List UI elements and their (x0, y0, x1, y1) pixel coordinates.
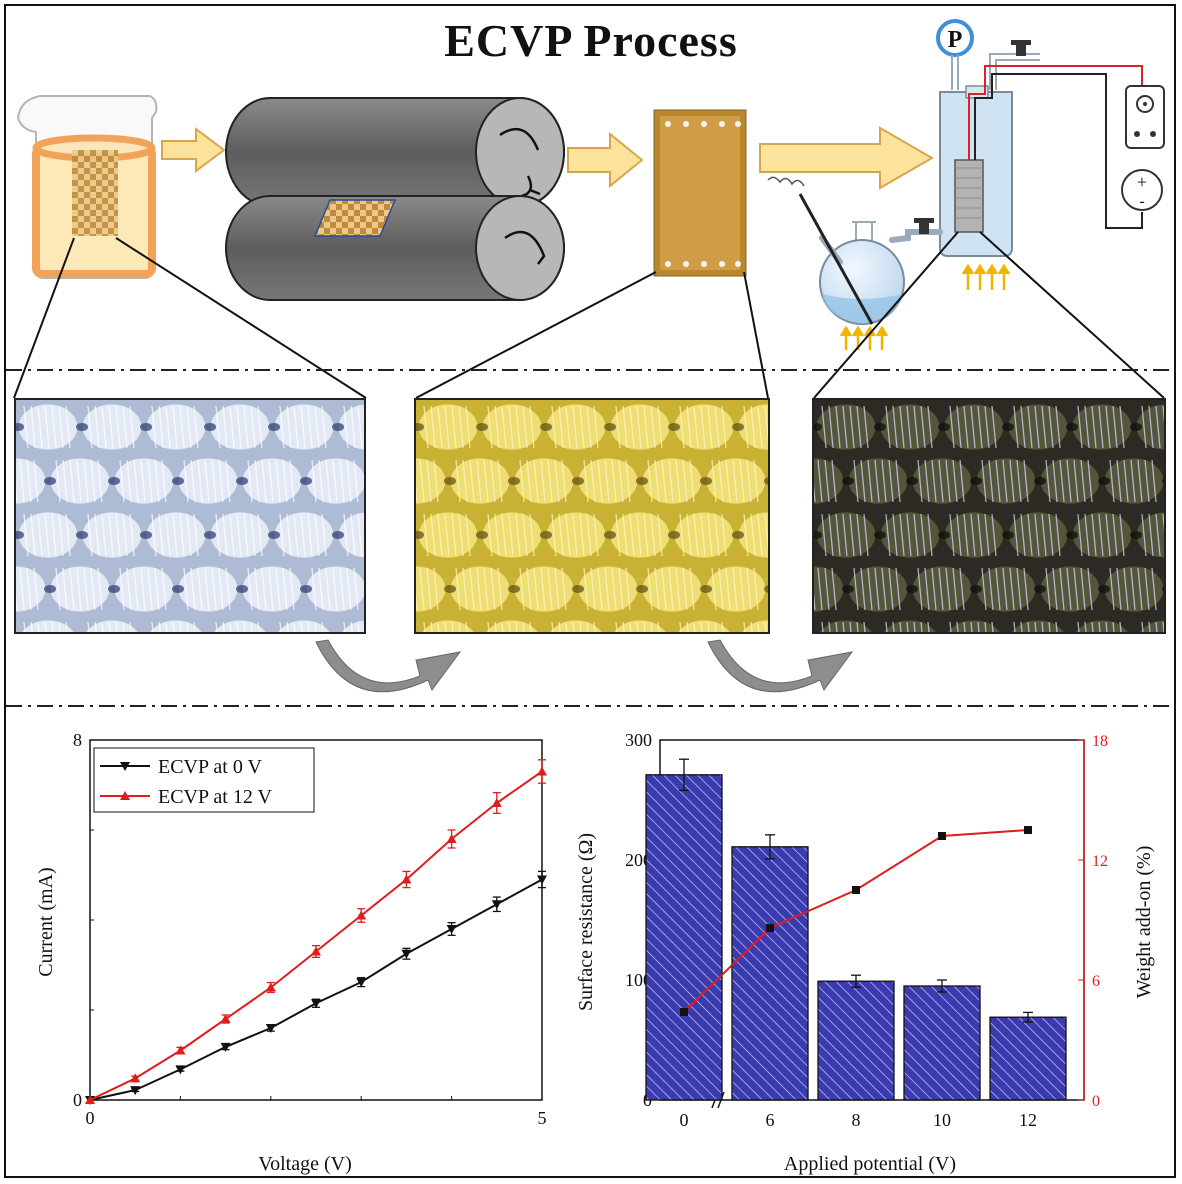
bar (903, 985, 981, 1101)
resistance-weight-chart: 01002003000612180681012 Applied potentia… (575, 730, 1155, 1175)
series-line (89, 770, 543, 1101)
y-tick-label: 200 (625, 850, 652, 870)
zoom-lines (13, 231, 1165, 399)
x-tick-label: 5 (538, 1108, 547, 1128)
data-point (130, 1073, 141, 1083)
data-point (401, 874, 412, 884)
weight-addon-point (938, 832, 946, 840)
data-point (220, 1042, 231, 1052)
data-point (356, 910, 367, 920)
y-axis-label-left: Surface resistance (Ω) (575, 833, 597, 1011)
data-point (130, 1086, 141, 1096)
legend-label: ECVP at 12 V (158, 786, 272, 808)
process-arrow-2 (567, 131, 644, 189)
pressure-gauge-icon (936, 19, 974, 57)
impregnated-fabric-icon (653, 109, 747, 277)
micrograph-raw-fabric (14, 398, 366, 634)
data-point (85, 1095, 95, 1104)
weight-addon-point (680, 1008, 688, 1016)
y2-tick-label: 0 (1092, 1093, 1100, 1110)
x-tick-label: 8 (852, 1110, 861, 1130)
y-axis-label: Current (mA) (35, 867, 57, 976)
x-tick-label: 0 (680, 1110, 689, 1130)
x-tick-label: 10 (933, 1110, 951, 1130)
figure-title: ECVP Process (444, 15, 738, 66)
heat-arrows-icon (839, 263, 1011, 350)
process-arrow-3 (759, 126, 935, 190)
y-tick-label: 0 (73, 1090, 82, 1110)
data-point (446, 834, 457, 843)
series-line (89, 878, 543, 1101)
weight-addon-point (1024, 826, 1032, 834)
power-supply-icon (1121, 169, 1163, 211)
legend-marker (120, 791, 130, 800)
x-axis-label: Applied potential (V) (784, 1153, 956, 1175)
x-tick-label: 6 (766, 1110, 775, 1130)
power-minus-label: - (1139, 193, 1144, 210)
micrograph-ecvp-fabric (812, 398, 1166, 634)
legend-box (93, 747, 315, 813)
bar (817, 980, 895, 1101)
legend-label: ECVP at 0 V (158, 756, 262, 778)
x-tick-label: 12 (1019, 1110, 1037, 1130)
data-point (220, 1014, 231, 1023)
data-point (537, 766, 547, 776)
data-point (537, 875, 547, 885)
data-point (401, 949, 412, 959)
y-tick-label: 300 (625, 730, 652, 750)
y-axis-label-right: Weight add-on (%) (1133, 846, 1155, 999)
y-tick-label: 8 (73, 730, 82, 750)
data-point (311, 946, 321, 956)
data-point (446, 925, 457, 934)
ecvp-apparatus-icon: P + - (767, 19, 1165, 350)
data-point (175, 1045, 186, 1055)
curved-arrow-1 (315, 639, 462, 693)
data-point (265, 982, 276, 992)
x-axis-label: Voltage (V) (258, 1153, 352, 1175)
y2-tick-label: 18 (1092, 733, 1108, 750)
y2-tick-label: 6 (1092, 973, 1100, 990)
data-point (356, 978, 367, 988)
curved-arrow-2 (707, 639, 854, 693)
pressure-gauge-label: P (948, 27, 963, 53)
legend-marker (120, 762, 130, 771)
bar (731, 846, 809, 1101)
y-tick-label: 100 (625, 970, 652, 990)
data-point (265, 1024, 276, 1033)
current-voltage-chart: 0 5 0 8 ECVP at 0 V ECVP at 12 V Voltage (V)… (35, 730, 547, 1175)
weight-addon-point (852, 886, 860, 894)
figure-frame (4, 4, 1176, 1178)
bar (989, 1016, 1067, 1101)
x-tick-label: 0 (86, 1108, 95, 1128)
process-arrow-1 (161, 127, 226, 173)
bar (645, 774, 723, 1101)
data-point (491, 900, 502, 910)
data-point (311, 999, 321, 1009)
y2-tick-label: 12 (1092, 853, 1108, 870)
weight-addon-point (766, 924, 774, 932)
data-point (491, 798, 502, 807)
micrograph-impregnated-fabric (414, 398, 770, 634)
data-point (175, 1065, 186, 1075)
power-plus-label: + (1137, 172, 1147, 192)
rollers-icon (225, 97, 565, 301)
